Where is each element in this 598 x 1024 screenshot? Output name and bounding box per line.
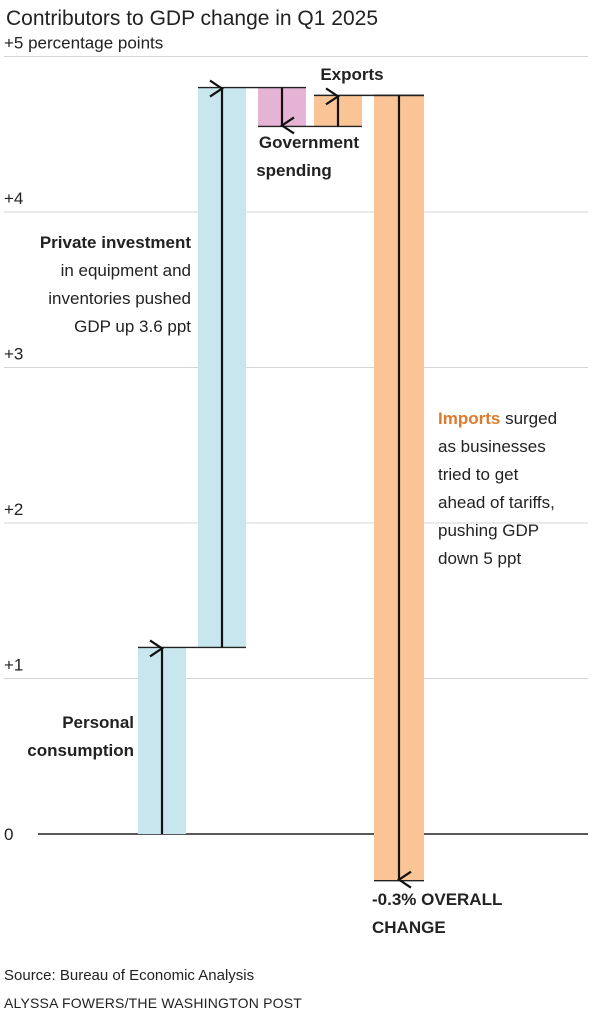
government-label-line-1: Government xyxy=(259,133,359,152)
investment-label: Private investment xyxy=(40,233,192,252)
bars xyxy=(138,87,424,881)
overall-change-line-1: -0.3% OVERALL xyxy=(372,890,502,909)
y-tick-label: +4 xyxy=(4,189,23,208)
imports-label: Imports xyxy=(438,409,500,428)
y-tick-label: +3 xyxy=(4,345,23,364)
change-arrows xyxy=(149,79,412,889)
government-label-line-2: spending xyxy=(256,161,332,180)
y-tick-label: +2 xyxy=(4,500,23,519)
imports-note-line-4: ahead of tariffs, xyxy=(438,493,555,512)
imports-note-first-rest: surged xyxy=(500,409,557,428)
investment-note-line-1: in equipment and xyxy=(61,261,191,280)
chart-title: Contributors to GDP change in Q1 2025 xyxy=(6,7,378,30)
imports-note-line-1: Imports surged xyxy=(438,409,557,428)
credit-line: ALYSSA FOWERS/THE WASHINGTON POST xyxy=(4,995,302,1011)
investment-annotation: Private investment in equipment and inve… xyxy=(40,233,192,336)
imports-note-line-2: as businesses xyxy=(438,437,546,456)
imports-annotation: Imports surged as businesses tried to ge… xyxy=(438,409,557,568)
overall-change-annotation: -0.3% OVERALL CHANGE xyxy=(372,890,502,937)
consumption-label-line-1: Personal xyxy=(62,713,134,732)
investment-note-line-2: inventories pushed xyxy=(48,289,191,308)
y-tick-label: +1 xyxy=(4,656,23,675)
consumption-label-line-2: consumption xyxy=(27,741,134,760)
imports-note-line-5: pushing GDP xyxy=(438,521,539,540)
government-annotation: Government spending xyxy=(256,133,359,180)
gridlines xyxy=(4,56,588,835)
imports-note-line-6: down 5 ppt xyxy=(438,549,521,568)
y-tick-label: 0 xyxy=(4,825,13,844)
consumption-annotation: Personal consumption xyxy=(27,713,134,760)
imports-note-line-3: tried to get xyxy=(438,465,519,484)
exports-label: Exports xyxy=(320,65,383,84)
source-note: Source: Bureau of Economic Analysis xyxy=(4,967,254,984)
y-tick-label: +5 percentage points xyxy=(4,34,163,53)
investment-note-line-3: GDP up 3.6 ppt xyxy=(74,317,191,336)
y-axis-tick-labels: +5 percentage points +4 +3 +2 +1 0 xyxy=(4,34,163,845)
overall-change-line-2: CHANGE xyxy=(372,918,446,937)
